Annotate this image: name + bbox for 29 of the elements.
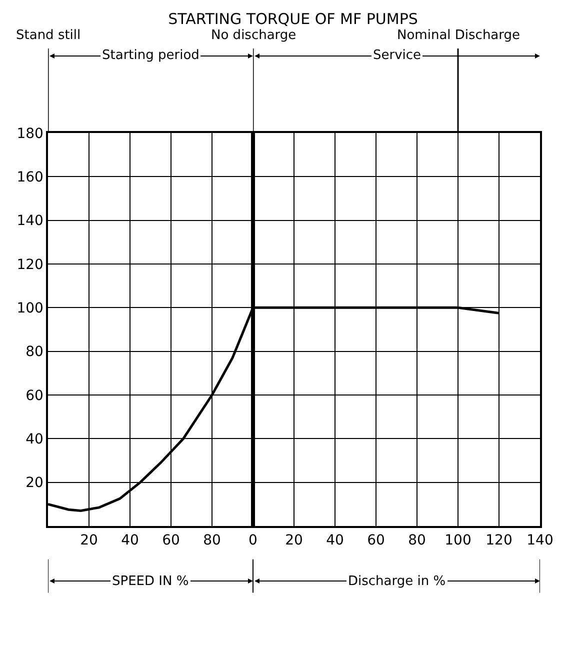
y-tick-label: 20 (26, 475, 44, 492)
ref-line-label: No discharge (211, 28, 296, 43)
text: Starting period (102, 48, 200, 63)
x-axis-title: SPEED IN % (112, 574, 189, 589)
x-axis-title: Discharge in % (348, 574, 446, 589)
ref-line-label: Stand still (16, 28, 81, 43)
y-tick-label: 80 (26, 344, 44, 360)
x-tick-label: 60 (367, 532, 385, 549)
text: Service (373, 48, 422, 63)
y-tick-label: 140 (16, 213, 44, 230)
y-tick-label: 40 (26, 432, 44, 448)
x-tick-label: 100 (444, 532, 472, 549)
x-tick-label: 40 (121, 532, 139, 549)
x-tick-label: 80 (203, 532, 221, 549)
ref-line-label: Nominal Discharge (397, 28, 520, 43)
x-tick-label: 80 (408, 532, 426, 549)
x-tick-label: 140 (526, 532, 554, 549)
y-tick-label: 180 (16, 126, 44, 142)
y-tick-label: 160 (16, 170, 44, 186)
text: STARTING TORQUE OF MF PUMPS (167, 10, 419, 28)
x-tick-label: 0 (248, 532, 258, 549)
y-tick-label: 60 (26, 388, 44, 404)
x-tick-label: 20 (80, 532, 98, 549)
x-tick-label: 40 (326, 532, 344, 549)
x-tick-label: 120 (486, 532, 512, 549)
x-tick-label: 20 (285, 532, 303, 549)
x-tick-label: 60 (162, 532, 180, 549)
y-tick-label: 100 (16, 300, 44, 317)
y-tick-label: 120 (16, 256, 44, 273)
